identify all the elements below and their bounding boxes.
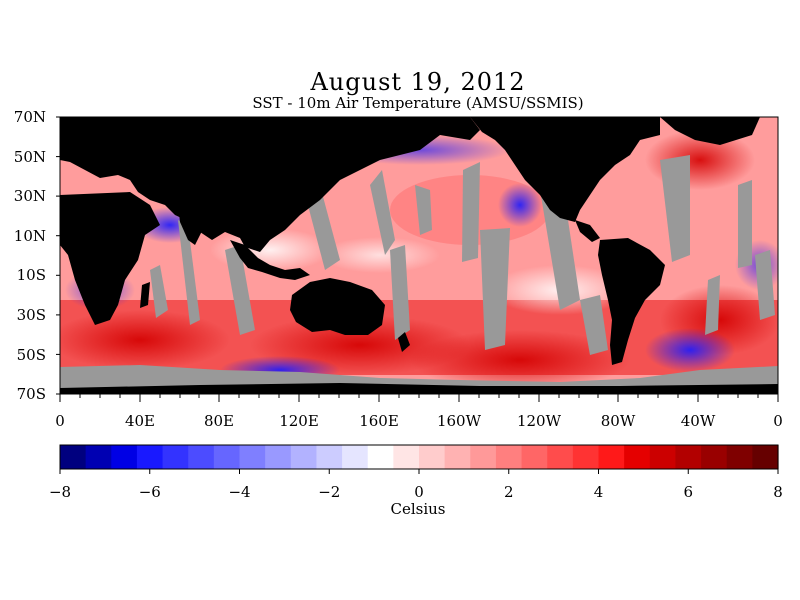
map-field	[60, 117, 778, 394]
lon-label: 160E	[359, 412, 399, 430]
central-america	[575, 220, 600, 242]
no-data-swath	[225, 245, 255, 335]
colorbar-axis: −8 −6 −4 −2 0 2 4 6 8	[49, 469, 783, 501]
no-data-swath	[390, 245, 410, 340]
colorbar-swatch	[572, 445, 600, 469]
colorbar-swatch	[213, 445, 241, 469]
map-title: August 19, 2012	[310, 68, 526, 96]
longitude-axis: 0 40E 80E 120E 160E 160W 120W 80W 40W 0	[55, 394, 783, 430]
maritime-continent	[230, 240, 310, 280]
colorbar-swatch	[136, 445, 164, 469]
cold-anomaly	[498, 183, 542, 227]
india	[178, 205, 205, 245]
greenland	[660, 117, 760, 145]
warm-anomaly	[60, 310, 230, 370]
no-data-swath	[462, 162, 480, 262]
colorbar-swatch	[367, 445, 394, 469]
cold-anomaly	[645, 328, 735, 372]
lat-label: 50S	[17, 346, 46, 364]
colorbar-swatch	[316, 445, 343, 469]
lon-label: 120W	[517, 412, 562, 430]
lon-label: 80W	[601, 412, 636, 430]
colorbar-swatch	[675, 445, 702, 469]
colorbar-swatch	[470, 445, 497, 469]
south-america	[598, 238, 665, 365]
colorbar-swatch	[495, 445, 523, 469]
colorbar-tick-label: 8	[773, 483, 783, 501]
colorbar-swatch	[85, 445, 112, 469]
lon-label: 0	[55, 412, 65, 430]
colorbar-swatch	[162, 445, 189, 469]
colorbar-tick-label: −4	[228, 483, 250, 501]
lon-label: 40W	[681, 412, 716, 430]
no-data-swath	[580, 295, 608, 355]
colorbar-swatch	[547, 445, 574, 469]
colorbar-unit-label: Celsius	[390, 500, 446, 518]
lon-label: 160W	[437, 412, 482, 430]
colorbar-tick-label: −6	[139, 483, 161, 501]
madagascar	[140, 282, 150, 308]
colorbar-swatch	[649, 445, 677, 469]
land-masses	[60, 117, 778, 394]
no-data-swath	[178, 220, 200, 325]
warm-anomaly	[410, 330, 630, 390]
lat-label: 10N	[14, 227, 46, 245]
map-subtitle: SST - 10m Air Temperature (AMSU/SSMIS)	[252, 94, 584, 112]
no-data-swath	[738, 180, 752, 268]
neutral-patch	[320, 237, 440, 273]
colorbar-swatch	[624, 445, 651, 469]
eurasia	[60, 117, 480, 252]
no-data-swath	[480, 228, 510, 350]
africa	[60, 192, 160, 325]
colorbar-swatch	[342, 445, 369, 469]
antarctica	[60, 383, 778, 394]
colorbar-tick-label: 0	[414, 483, 424, 501]
no-data-swath	[660, 155, 690, 262]
new-zealand	[398, 332, 410, 352]
colorbar-swatch	[188, 445, 215, 469]
colorbar-swatch	[393, 445, 420, 469]
lat-label: 70S	[17, 385, 46, 403]
colorbar-swatch	[265, 445, 292, 469]
colorbar-tick-label: 6	[683, 483, 693, 501]
colorbar-swatch	[521, 445, 548, 469]
colorbar-swatch	[444, 445, 471, 469]
colorbar	[60, 445, 779, 469]
lat-label: 10S	[17, 266, 46, 284]
colorbar-swatch	[598, 445, 625, 469]
colorbar-swatch	[60, 445, 87, 469]
colorbar-tick-label: 2	[504, 483, 514, 501]
lat-label: 50N	[14, 148, 46, 166]
colorbar-swatch	[752, 445, 779, 469]
north-america	[470, 117, 660, 222]
no-data-swath	[705, 275, 720, 335]
lat-label: 30S	[17, 306, 46, 324]
colorbar-swatch	[290, 445, 318, 469]
no-data-swath	[415, 185, 432, 235]
colorbar-swatch	[701, 445, 728, 469]
latitude-axis: 70N 50N 30N 10N 10S 30S 50S 70S	[14, 108, 60, 403]
lat-label: 70N	[14, 108, 46, 126]
colorbar-swatch	[726, 445, 753, 469]
australia	[290, 278, 385, 335]
lon-label: 120E	[279, 412, 319, 430]
no-data-swath	[755, 250, 775, 320]
colorbar-swatch	[111, 445, 138, 469]
no-data-swath	[370, 170, 395, 255]
no-data-swath	[540, 190, 580, 310]
lat-label: 30N	[14, 187, 46, 205]
no-data-swath	[150, 265, 168, 318]
lon-label: 80E	[204, 412, 234, 430]
colorbar-swatch	[239, 445, 266, 469]
colorbar-tick-label: 4	[594, 483, 604, 501]
colorbar-tick-label: −2	[318, 483, 340, 501]
colorbar-swatch	[419, 445, 446, 469]
lon-label: 40E	[125, 412, 155, 430]
colorbar-tick-label: −8	[49, 483, 71, 501]
lon-label: 0	[773, 412, 783, 430]
